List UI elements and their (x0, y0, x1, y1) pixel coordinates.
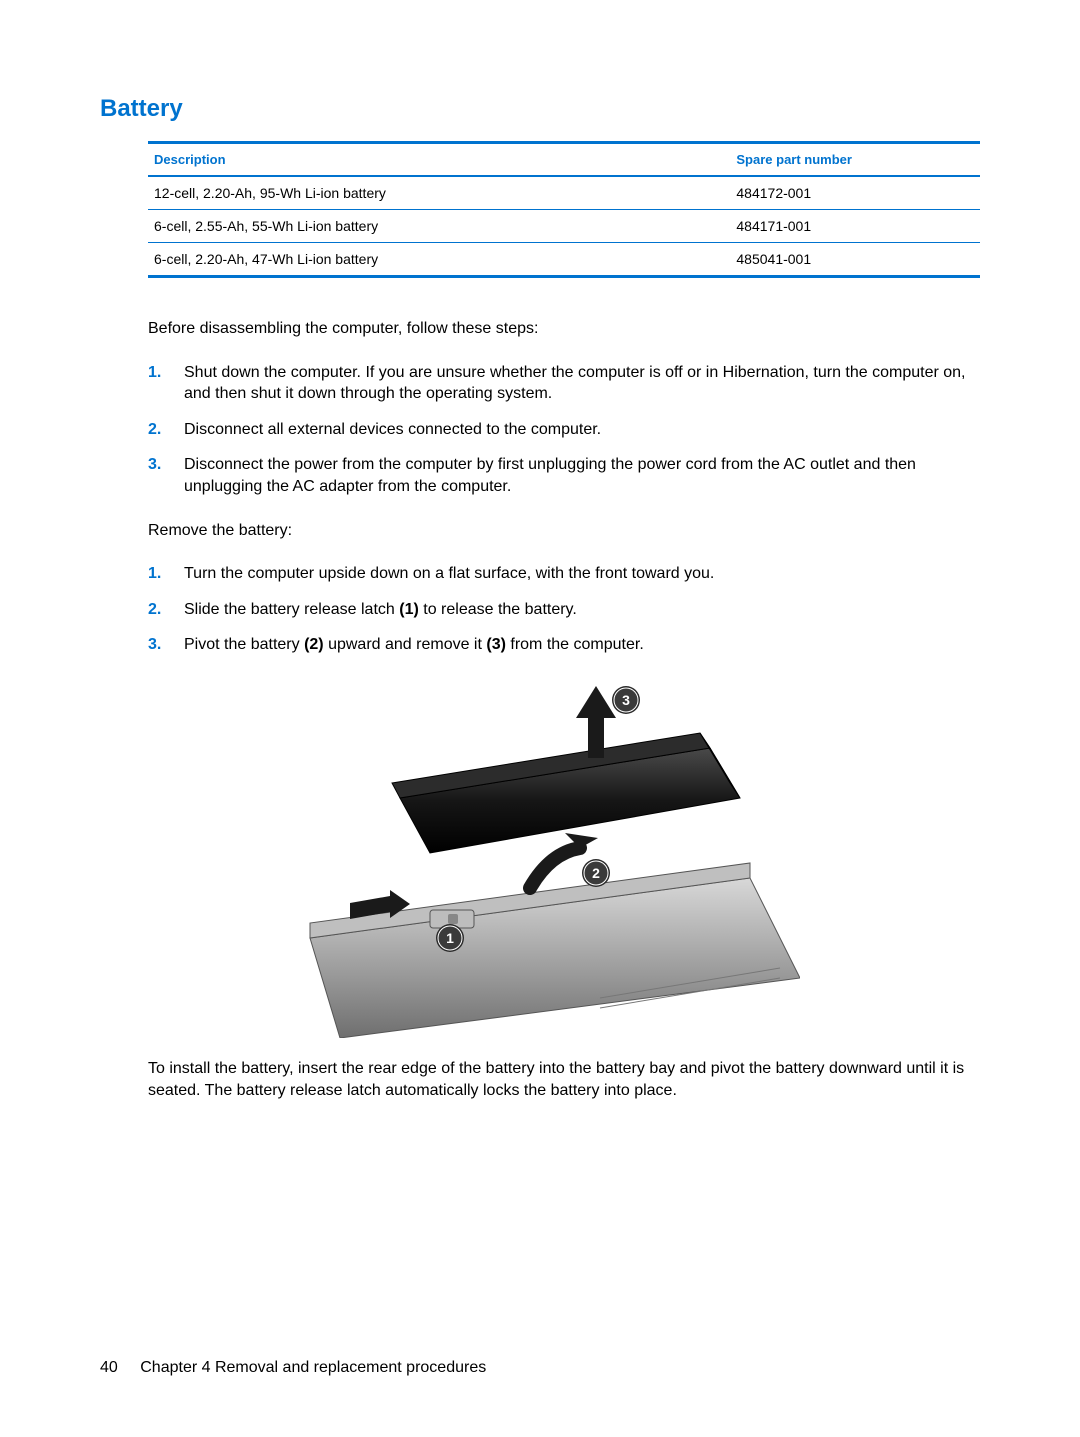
callout-1: 1 (436, 924, 464, 952)
cell-part: 484172-001 (730, 176, 980, 210)
cell-description: 6-cell, 2.55-Ah, 55-Wh Li-ion battery (148, 210, 730, 243)
battery-removal-illustration: 1 2 3 (280, 678, 800, 1038)
step-callout-ref: (3) (486, 636, 506, 653)
table-header-row: Description Spare part number (148, 143, 980, 177)
list-item: Turn the computer upside down on a flat … (148, 563, 980, 585)
list-item: Disconnect the power from the computer b… (148, 454, 980, 497)
svg-text:1: 1 (446, 930, 454, 946)
callout-3: 3 (612, 686, 640, 714)
step-text: from the computer. (506, 636, 644, 653)
pre-steps-list: Shut down the computer. If you are unsur… (148, 362, 980, 498)
callout-2: 2 (582, 859, 610, 887)
remove-intro: Remove the battery: (148, 520, 980, 542)
step-callout-ref: (1) (399, 601, 419, 618)
col-header-description: Description (148, 143, 730, 177)
list-item: Shut down the computer. If you are unsur… (148, 362, 980, 405)
svg-text:3: 3 (622, 692, 630, 708)
remove-steps-list: Turn the computer upside down on a flat … (148, 563, 980, 656)
install-note: To install the battery, insert the rear … (148, 1058, 980, 1101)
parts-table: Description Spare part number 12-cell, 2… (148, 141, 980, 278)
list-item: Pivot the battery (2) upward and remove … (148, 634, 980, 656)
list-item: Slide the battery release latch (1) to r… (148, 599, 980, 621)
page-number: 40 (100, 1359, 118, 1376)
table-row: 6-cell, 2.55-Ah, 55-Wh Li-ion battery 48… (148, 210, 980, 243)
section-title: Battery (100, 95, 980, 123)
list-item: Disconnect all external devices connecte… (148, 419, 980, 441)
step-text: to release the battery. (419, 601, 577, 618)
step-text: Slide the battery release latch (184, 601, 399, 618)
svg-text:2: 2 (592, 865, 600, 881)
step-text: upward and remove it (324, 636, 487, 653)
cell-description: 12-cell, 2.20-Ah, 95-Wh Li-ion battery (148, 176, 730, 210)
chapter-label: Chapter 4 Removal and replacement proced… (140, 1359, 486, 1376)
step-callout-ref: (2) (304, 636, 324, 653)
intro-text: Before disassembling the computer, follo… (148, 318, 980, 340)
table-row: 12-cell, 2.20-Ah, 95-Wh Li-ion battery 4… (148, 176, 980, 210)
cell-part: 485041-001 (730, 243, 980, 277)
cell-description: 6-cell, 2.20-Ah, 47-Wh Li-ion battery (148, 243, 730, 277)
col-header-part: Spare part number (730, 143, 980, 177)
table-row: 6-cell, 2.20-Ah, 47-Wh Li-ion battery 48… (148, 243, 980, 277)
step-text: Pivot the battery (184, 636, 304, 653)
page-footer: 40 Chapter 4 Removal and replacement pro… (100, 1359, 486, 1377)
cell-part: 484171-001 (730, 210, 980, 243)
